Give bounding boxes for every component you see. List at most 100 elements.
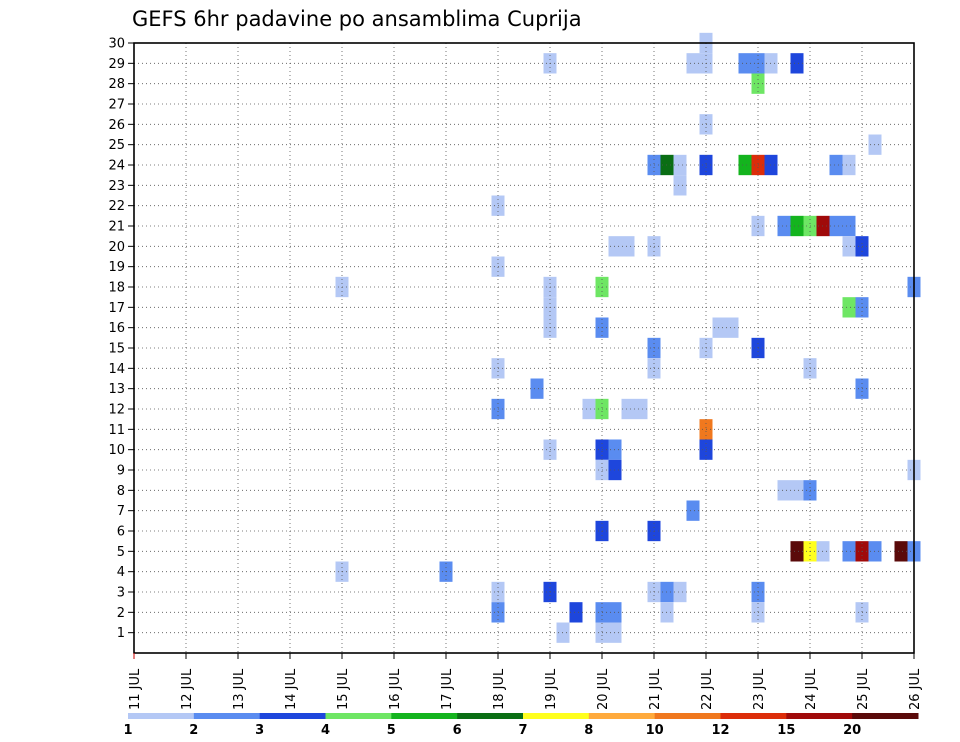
x-tick-label: 20 JUL <box>596 668 611 710</box>
heatmap-cell <box>738 154 752 176</box>
x-tick-label: 12 JUL <box>180 668 195 710</box>
y-tick-label: 25 <box>108 138 125 153</box>
heatmap-cell <box>842 297 856 318</box>
colorbar-tick-label: 3 <box>255 723 264 738</box>
heatmap-cell <box>790 541 804 562</box>
y-tick-label: 24 <box>108 159 125 174</box>
y-tick-label: 9 <box>117 464 125 479</box>
y-tick-label: 18 <box>108 281 125 296</box>
heatmap-cell <box>634 398 648 420</box>
colorbar-legend: 1 2 3 4 5 6 7 8 10 12 15 20 <box>123 713 919 738</box>
heatmap-cell <box>738 53 752 74</box>
y-tick-label: 29 <box>108 57 125 72</box>
x-tick-label: 16 JUL <box>388 668 403 710</box>
heatmap-cell <box>621 236 635 257</box>
colorbar-swatch <box>391 713 458 719</box>
colorbar-tick-label: 4 <box>321 723 330 738</box>
x-tick-label: 13 JUL <box>232 668 247 710</box>
y-tick-label: 20 <box>108 240 125 255</box>
x-tick-label: 18 JUL <box>492 668 507 710</box>
heatmap-cell <box>829 154 843 176</box>
heatmap-cell <box>686 53 700 74</box>
colorbar-swatch <box>193 713 261 719</box>
y-tick-label: 7 <box>117 504 125 519</box>
heatmap-cell <box>725 317 739 338</box>
heatmap-cell <box>673 175 687 196</box>
colorbar-swatch <box>786 713 853 719</box>
heatmap-cell <box>790 215 804 237</box>
colorbar-swatch <box>259 713 326 719</box>
y-tick-label: 26 <box>108 118 125 133</box>
y-tick-label: 27 <box>108 98 125 113</box>
grid-lines <box>134 43 914 653</box>
x-tick-label: 25 JUL <box>856 668 871 710</box>
colorbar-swatch <box>852 713 919 719</box>
x-tick-label: 14 JUL <box>284 668 299 710</box>
x-tick-label: 22 JUL <box>700 668 715 710</box>
heatmap-cell <box>842 541 856 562</box>
x-tick-label: 23 JUL <box>752 668 767 710</box>
y-tick-label: 17 <box>108 301 125 316</box>
y-tick-label: 8 <box>117 484 125 499</box>
heatmap-cell <box>790 53 804 74</box>
y-tick-label: 15 <box>108 342 125 357</box>
colorbar-tick-label: 20 <box>843 723 861 738</box>
x-tick-label: 17 JUL <box>440 668 455 710</box>
y-axis-ticks: 1234567891011121314151617181920212223242… <box>108 37 134 641</box>
heatmap-cell <box>894 541 908 562</box>
heatmap-cell <box>790 480 804 501</box>
colorbar-tick-label: 15 <box>777 723 795 738</box>
heatmap-cell <box>673 581 687 603</box>
x-axis-ticks: 11 JUL 12 JUL 13 JUL 14 JUL 15 JUL 16 JUL 17 J… <box>128 653 923 710</box>
heatmap-cells <box>335 32 921 643</box>
y-tick-label: 16 <box>108 321 125 336</box>
x-tick-label: 26 JUL <box>908 668 923 710</box>
colorbar-swatch <box>523 713 590 719</box>
y-tick-label: 13 <box>108 382 125 397</box>
colorbar-swatch <box>457 713 524 719</box>
y-tick-label: 3 <box>117 586 125 601</box>
x-tick-label: 24 JUL <box>804 668 819 710</box>
heatmap-cell <box>777 215 791 237</box>
y-tick-label: 14 <box>108 362 125 377</box>
colorbar-tick-label: 1 <box>123 723 132 738</box>
heatmap-cell <box>842 215 856 237</box>
y-tick-label: 30 <box>108 37 125 52</box>
heatmap-cell <box>686 500 700 521</box>
y-tick-label: 21 <box>108 220 125 235</box>
colorbar-swatch <box>654 713 721 719</box>
chart-title: GEFS 6hr padavine po ansamblima Cuprija <box>132 7 582 31</box>
y-tick-label: 12 <box>108 403 125 418</box>
y-tick-label: 22 <box>108 199 125 214</box>
x-tick-label: 15 JUL <box>336 668 351 710</box>
heatmap-cell <box>569 602 583 623</box>
heatmap-cell <box>621 398 635 420</box>
heatmap-cell <box>582 398 596 420</box>
colorbar-tick-label: 2 <box>189 723 198 738</box>
heatmap-cell <box>842 154 856 176</box>
colorbar-tick-label: 8 <box>584 723 593 738</box>
y-tick-label: 10 <box>108 443 125 458</box>
y-tick-label: 2 <box>117 606 125 621</box>
colorbar-tick-label: 6 <box>453 723 462 738</box>
x-tick-label: 19 JUL <box>544 668 559 710</box>
colorbar-tick-label: 5 <box>387 723 396 738</box>
y-tick-label: 1 <box>117 626 125 641</box>
colorbar-swatch <box>720 713 787 719</box>
heatmap-cell <box>842 236 856 257</box>
heatmap-cell <box>530 378 544 399</box>
colorbar-swatch <box>128 713 195 719</box>
colorbar-tick-label: 7 <box>518 723 527 738</box>
heatmap-cell <box>673 154 687 176</box>
y-tick-label: 28 <box>108 77 125 92</box>
y-tick-label: 4 <box>117 565 125 580</box>
colorbar-swatch <box>325 713 392 719</box>
y-tick-label: 5 <box>117 545 125 560</box>
y-tick-label: 11 <box>108 423 125 438</box>
colorbar-tick-label: 12 <box>711 723 729 738</box>
colorbar-swatch <box>588 713 656 719</box>
y-tick-label: 6 <box>117 525 125 540</box>
y-tick-label: 23 <box>108 179 125 194</box>
x-tick-label: 21 JUL <box>648 668 663 710</box>
